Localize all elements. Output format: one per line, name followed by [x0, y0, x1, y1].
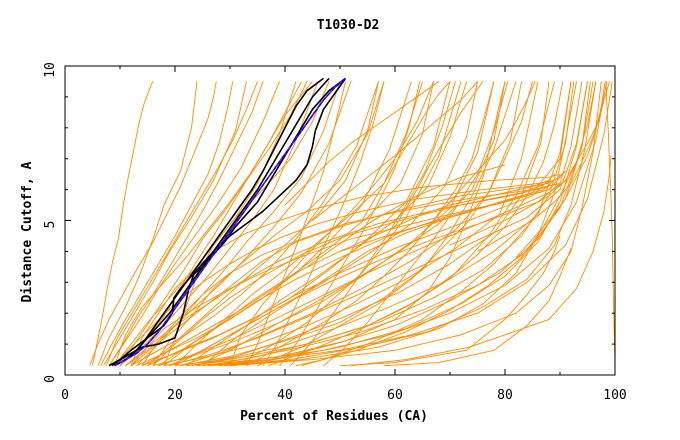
x-axis-title: Percent of Residues (CA) — [240, 409, 428, 424]
background-model-line-63 — [350, 155, 612, 367]
y-tick-label: 0 — [43, 375, 58, 383]
background-model-line-18 — [130, 182, 550, 367]
background-model-line-47 — [218, 81, 591, 367]
background-model-line-78 — [229, 81, 434, 366]
background-model-line-50 — [152, 170, 566, 367]
background-model-line-10 — [141, 81, 451, 367]
highlighted-model-line-85 — [108, 77, 346, 367]
background-model-line-45 — [191, 81, 550, 367]
background-model-line-72 — [262, 81, 385, 366]
highlighted-model-line-83 — [114, 77, 324, 367]
background-model-line-24 — [191, 81, 555, 367]
background-model-line-16 — [202, 81, 613, 367]
x-tick-label: 20 — [167, 388, 183, 403]
x-tick-label: 80 — [497, 388, 513, 403]
background-model-line-27 — [229, 81, 602, 367]
background-model-line-55 — [257, 81, 533, 367]
background-model-line-3 — [103, 81, 247, 366]
y-axis-title: Distance Cutoff, A — [20, 161, 35, 302]
x-tick-label: 100 — [603, 388, 626, 403]
background-model-line-40 — [136, 81, 341, 367]
background-model-line-79 — [361, 81, 451, 221]
background-model-line-41 — [147, 81, 379, 367]
chart-title: T1030-D2 — [317, 18, 380, 33]
ticks-layer: 0 20 40 60 80 100 0 5 10 — [43, 62, 627, 403]
background-model-line-48 — [130, 173, 561, 366]
background-model-line-26 — [218, 81, 597, 367]
background-model-line-29 — [152, 81, 385, 366]
background-model-line-57 — [301, 81, 597, 367]
background-model-line-31 — [185, 81, 467, 367]
background-model-line-74 — [290, 81, 456, 366]
background-model-line-75 — [323, 81, 509, 367]
background-model-line-65 — [306, 164, 506, 268]
background-model-line-52 — [174, 81, 583, 367]
background-model-line-33 — [114, 179, 555, 366]
x-tick-label: 0 — [61, 388, 69, 403]
y-tick-label: 5 — [43, 221, 58, 229]
y-tick-label: 10 — [43, 62, 58, 78]
background-model-line-77 — [105, 81, 258, 366]
background-model-line-64 — [605, 81, 616, 366]
x-tick-label: 40 — [277, 388, 293, 403]
background-model-line-67 — [284, 81, 440, 206]
background-model-line-39 — [119, 81, 308, 366]
background-model-line-1 — [89, 81, 217, 366]
highlighted-model-line-86 — [111, 77, 347, 367]
background-model-line-37 — [100, 81, 234, 366]
background-model-line-56 — [268, 81, 564, 367]
series-layer — [89, 77, 616, 367]
background-model-line-2 — [97, 81, 198, 366]
background-model-line-61 — [339, 235, 561, 367]
background-model-line-54 — [246, 81, 495, 367]
background-model-line-0 — [92, 81, 154, 366]
background-model-line-25 — [207, 81, 588, 367]
background-model-line-35 — [213, 81, 506, 367]
background-model-line-69 — [449, 81, 610, 246]
background-model-line-66 — [339, 179, 550, 252]
background-model-line-81 — [422, 81, 536, 234]
background-model-line-60 — [295, 220, 533, 367]
background-model-line-80 — [394, 81, 484, 227]
background-model-line-46 — [207, 81, 575, 367]
reference-model-line-87 — [114, 77, 347, 367]
background-model-line-4 — [108, 81, 280, 366]
x-tick-label: 60 — [387, 388, 403, 403]
background-model-line-62 — [383, 248, 572, 367]
background-model-line-11 — [152, 81, 495, 367]
background-model-line-76 — [114, 81, 302, 366]
background-model-line-59 — [202, 179, 555, 367]
background-model-line-82 — [515, 81, 606, 258]
background-model-line-38 — [108, 81, 264, 366]
background-model-line-8 — [130, 81, 379, 367]
background-model-line-71 — [246, 81, 346, 366]
